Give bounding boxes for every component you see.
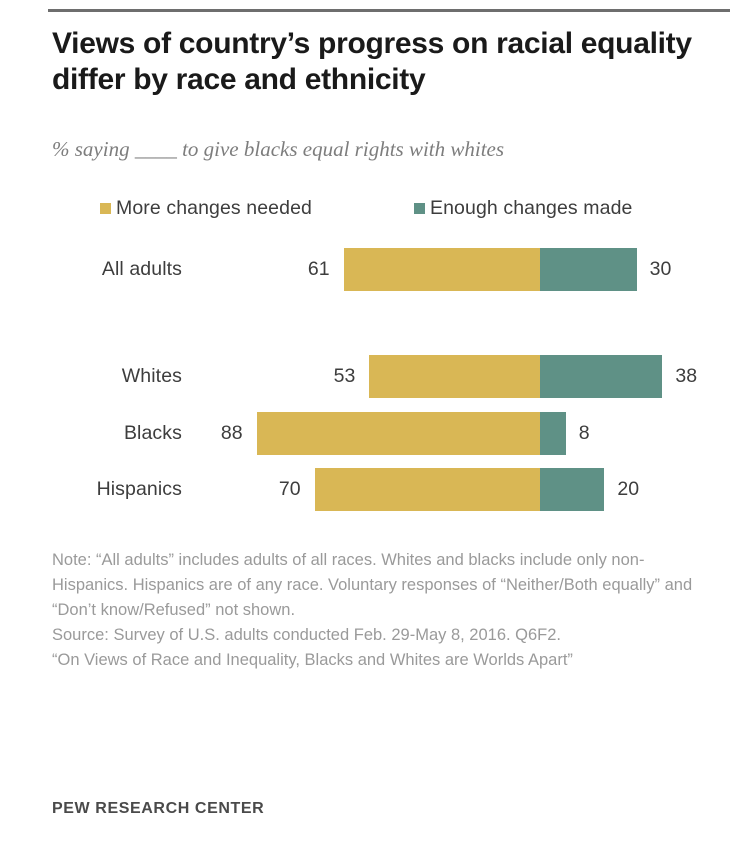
bar-value-enough-changes-made: 38 xyxy=(675,365,698,387)
bar-value-more-changes-needed: 88 xyxy=(220,422,243,444)
bar-row: All adults 61 30 xyxy=(0,248,750,291)
bar-row-label: Whites xyxy=(121,365,182,387)
legend-label-enough-changes-made: Enough changes made xyxy=(430,196,633,219)
bar-value-more-changes-needed: 53 xyxy=(333,365,356,387)
bar-segment-more-changes-needed xyxy=(369,355,540,398)
legend-swatch-icon-gold xyxy=(100,202,111,214)
legend-item-enough-changes-made: Enough changes made xyxy=(414,196,632,220)
bar-value-enough-changes-made: 30 xyxy=(649,258,672,280)
chart-notes: Note: “All adults” includes adults of al… xyxy=(52,548,712,673)
bar-value-more-changes-needed: 61 xyxy=(307,258,330,280)
chart-title: Views of country’s progress on racial eq… xyxy=(52,27,692,96)
bar-row: Blacks 88 8 xyxy=(0,412,750,455)
bar-row-label: All adults xyxy=(101,258,182,280)
legend-swatch-icon-teal xyxy=(414,202,425,214)
bar-segment-more-changes-needed xyxy=(256,412,540,455)
legend-label-more-changes-needed: More changes needed xyxy=(116,196,312,219)
report-title-text: “On Views of Race and Inequality, Blacks… xyxy=(52,651,573,669)
bar-row-label: Blacks xyxy=(123,422,182,444)
pew-research-center-footer: PEW RESEARCH CENTER xyxy=(52,800,265,817)
bar-segment-more-changes-needed xyxy=(314,468,540,511)
source-text: Source: Survey of U.S. adults conducted … xyxy=(52,626,562,644)
legend-item-more-changes-needed: More changes needed xyxy=(100,196,312,220)
bar-value-more-changes-needed: 70 xyxy=(278,478,301,500)
chart-legend: More changes needed Enough changes made xyxy=(0,196,750,220)
bar-segment-enough-changes-made xyxy=(540,248,637,291)
bar-row: Whites 53 38 xyxy=(0,355,750,398)
bar-segment-enough-changes-made xyxy=(540,412,566,455)
chart-subtitle: % saying ____ to give blacks equal right… xyxy=(52,137,505,161)
bar-segment-enough-changes-made xyxy=(540,468,605,511)
bar-value-enough-changes-made: 20 xyxy=(617,478,640,500)
top-divider-rule xyxy=(48,9,730,12)
bar-segment-enough-changes-made xyxy=(540,355,663,398)
bar-row-label: Hispanics xyxy=(96,478,182,500)
bar-value-enough-changes-made: 8 xyxy=(578,422,590,444)
bar-row: Hispanics 70 20 xyxy=(0,468,750,511)
note-text: Note: “All adults” includes adults of al… xyxy=(52,551,693,619)
bar-segment-more-changes-needed xyxy=(343,248,540,291)
